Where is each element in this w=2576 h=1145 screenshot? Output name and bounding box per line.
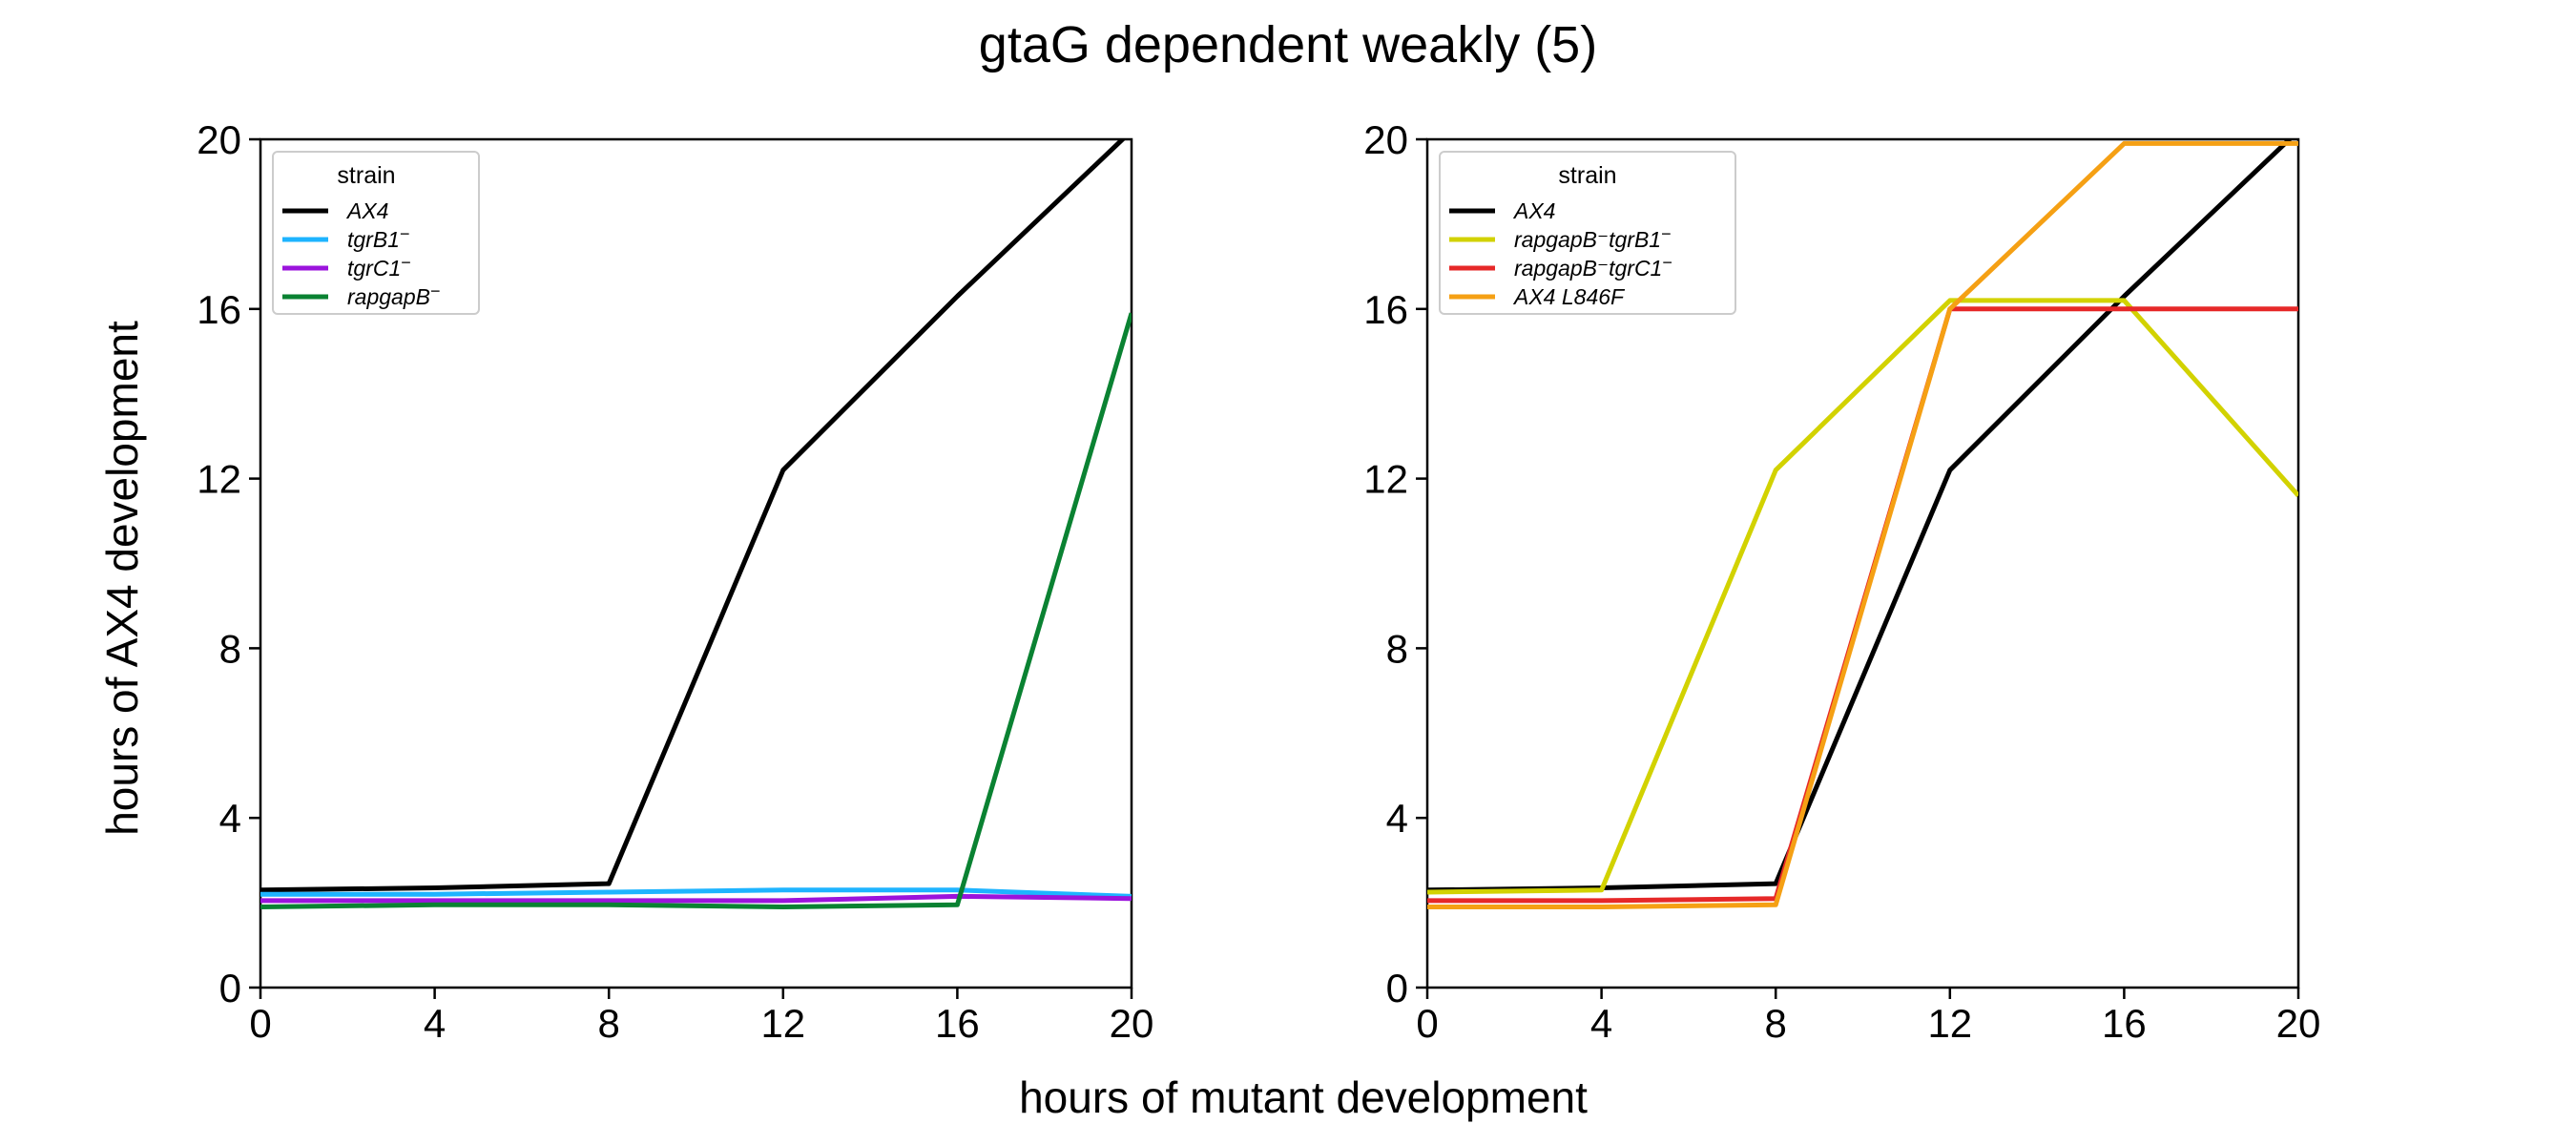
legend-label: rapgapB⁻tgrC1− xyxy=(1514,253,1672,281)
axes-frame xyxy=(1425,137,2300,989)
y-tick-label: 8 xyxy=(219,626,241,671)
series-line-4 xyxy=(1427,140,2298,909)
x-tick-label: 20 xyxy=(2276,1001,2321,1046)
x-axis-label: hours of mutant development xyxy=(1019,1072,1588,1122)
legend-label: AX4 L846F xyxy=(1512,284,1626,309)
series-line-2 xyxy=(1427,298,2298,895)
legend-box xyxy=(1439,151,1736,315)
legend-label: tgrB1− xyxy=(347,224,410,252)
x-tick-label: 16 xyxy=(935,1001,980,1046)
legend-title: strain xyxy=(1558,162,1616,189)
x-tick-label: 8 xyxy=(598,1001,620,1046)
series-line-3 xyxy=(260,893,1132,904)
x-tick-label: 20 xyxy=(1110,1001,1154,1046)
figure-title: gtaG dependent weakly (5) xyxy=(979,16,1597,73)
legend-label: tgrC1− xyxy=(347,253,411,281)
y-tick-label: 20 xyxy=(1363,117,1408,162)
y-tick-label: 16 xyxy=(1363,287,1408,332)
y-tick-label: 12 xyxy=(1363,457,1408,502)
legend-title: strain xyxy=(337,162,395,189)
legend-label: AX4 xyxy=(345,198,388,223)
x-tick-label: 12 xyxy=(1927,1001,1972,1046)
y-tick-label: 4 xyxy=(1386,796,1408,841)
x-tick-label: 16 xyxy=(2102,1001,2147,1046)
x-tick-label: 12 xyxy=(760,1001,805,1046)
y-tick-label: 12 xyxy=(197,457,241,502)
chart-panel-1: 0 4 8 12 16 20 0 4 8 12 16 20 strain AX4tgrB1−tgrC1−r… xyxy=(197,117,1153,1046)
chart-panel-2: 0 4 8 12 16 20 0 4 8 12 16 20 strainAX4rapgapB⁻tgrB1… xyxy=(1363,117,2320,1046)
chart-panels: 0 4 8 12 16 20048121620strainAX4tgrB1−tgrC1−r… xyxy=(197,117,2320,1046)
y-tick-label: 20 xyxy=(197,117,241,162)
series-line-4 xyxy=(260,312,1132,909)
y-tick-label: 16 xyxy=(197,287,241,332)
legend-label: AX4 xyxy=(1512,198,1555,223)
legend-box xyxy=(272,151,480,315)
axes-frame xyxy=(259,137,1133,989)
x-tick-label: 0 xyxy=(1416,1001,1438,1046)
series-line-1 xyxy=(260,139,1127,893)
y-tick-label: 0 xyxy=(219,966,241,1010)
x-tick-label: 4 xyxy=(424,1001,446,1046)
x-tick-label: 8 xyxy=(1765,1001,1787,1046)
x-tick-label: 4 xyxy=(1590,1001,1612,1046)
y-axis-label: hours of AX4 development xyxy=(97,321,147,836)
x-tick-label: 0 xyxy=(249,1001,271,1046)
series-line-2 xyxy=(260,887,1132,899)
legend-label: rapgapB⁻tgrB1− xyxy=(1514,224,1672,252)
y-tick-label: 4 xyxy=(219,796,241,841)
legend-label: rapgapB− xyxy=(347,281,440,309)
y-tick-label: 8 xyxy=(1386,626,1408,671)
y-tick-label: 0 xyxy=(1386,966,1408,1010)
